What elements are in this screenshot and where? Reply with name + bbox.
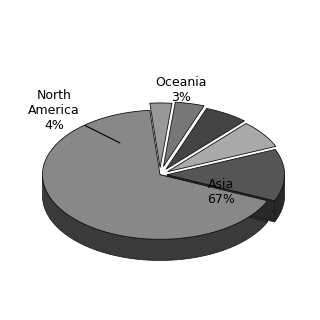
Polygon shape <box>166 108 244 169</box>
Text: Oceania
3%: Oceania 3% <box>156 76 207 104</box>
Polygon shape <box>168 124 276 172</box>
Polygon shape <box>160 175 268 222</box>
Polygon shape <box>164 102 204 166</box>
Text: Asia
67%: Asia 67% <box>207 178 235 206</box>
Polygon shape <box>167 149 284 201</box>
Polygon shape <box>167 175 275 222</box>
Polygon shape <box>275 175 284 222</box>
Polygon shape <box>150 103 172 168</box>
Text: North
America
4%: North America 4% <box>28 89 120 143</box>
Polygon shape <box>43 110 268 239</box>
Polygon shape <box>43 176 268 260</box>
